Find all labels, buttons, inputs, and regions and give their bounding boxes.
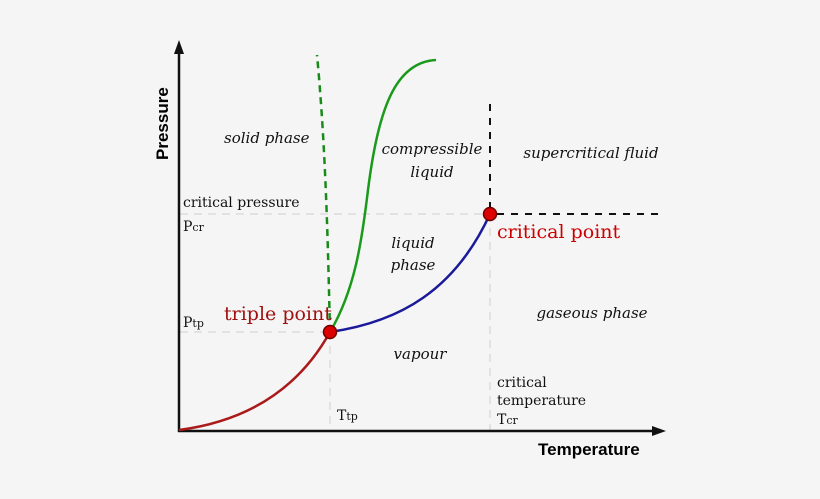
t-cr-label: Tcr — [497, 412, 519, 428]
p-cr-main: P — [183, 219, 192, 235]
liquid-phase-label-line2: phase — [391, 256, 436, 274]
p-cr-label: Pcr — [183, 219, 205, 235]
y-axis-arrow-icon — [174, 40, 184, 54]
triple-point-marker — [322, 324, 338, 340]
t-tp-label: Ttp — [337, 408, 358, 424]
vapour-label: vapour — [394, 345, 448, 363]
p-tp-sub: tp — [192, 317, 203, 330]
critical-temperature-label-line1: critical — [497, 375, 547, 391]
gaseous-phase-label: gaseous phase — [536, 304, 647, 322]
x-axis-arrow-icon — [652, 426, 666, 436]
vaporization-curve — [329, 213, 492, 334]
sublimation-curve — [178, 331, 332, 432]
melting-curve — [328, 58, 437, 333]
t-cr-main: T — [497, 412, 507, 428]
t-tp-sub: tp — [346, 410, 357, 423]
anomalous-melting-curve — [315, 54, 332, 333]
triple-point-label: triple point — [224, 303, 332, 325]
t-tp-main: T — [337, 408, 347, 424]
critical-temperature-label-line2: temperature — [497, 393, 586, 409]
liquid-phase-label-line1: liquid — [391, 234, 434, 252]
p-cr-sub: cr — [192, 221, 204, 234]
p-tp-main: P — [183, 315, 192, 331]
solid-phase-label: solid phase — [224, 129, 310, 147]
guide-lines — [180, 213, 491, 431]
supercritical-fluid-label: supercritical fluid — [523, 144, 658, 162]
compressible-liquid-label-line2: liquid — [410, 163, 453, 181]
x-axis-title: Temperature — [538, 440, 640, 459]
supercritical-boundary — [489, 104, 665, 215]
axes — [174, 40, 666, 436]
critical-point-label: critical point — [497, 221, 621, 243]
y-axis-title: Pressure — [153, 87, 172, 160]
compressible-liquid-label-line1: compressible — [382, 140, 483, 158]
t-cr-sub: cr — [506, 414, 518, 427]
critical-pressure-label: critical pressure — [183, 195, 300, 211]
p-tp-label: Ptp — [183, 315, 204, 331]
critical-point-marker — [482, 206, 498, 222]
